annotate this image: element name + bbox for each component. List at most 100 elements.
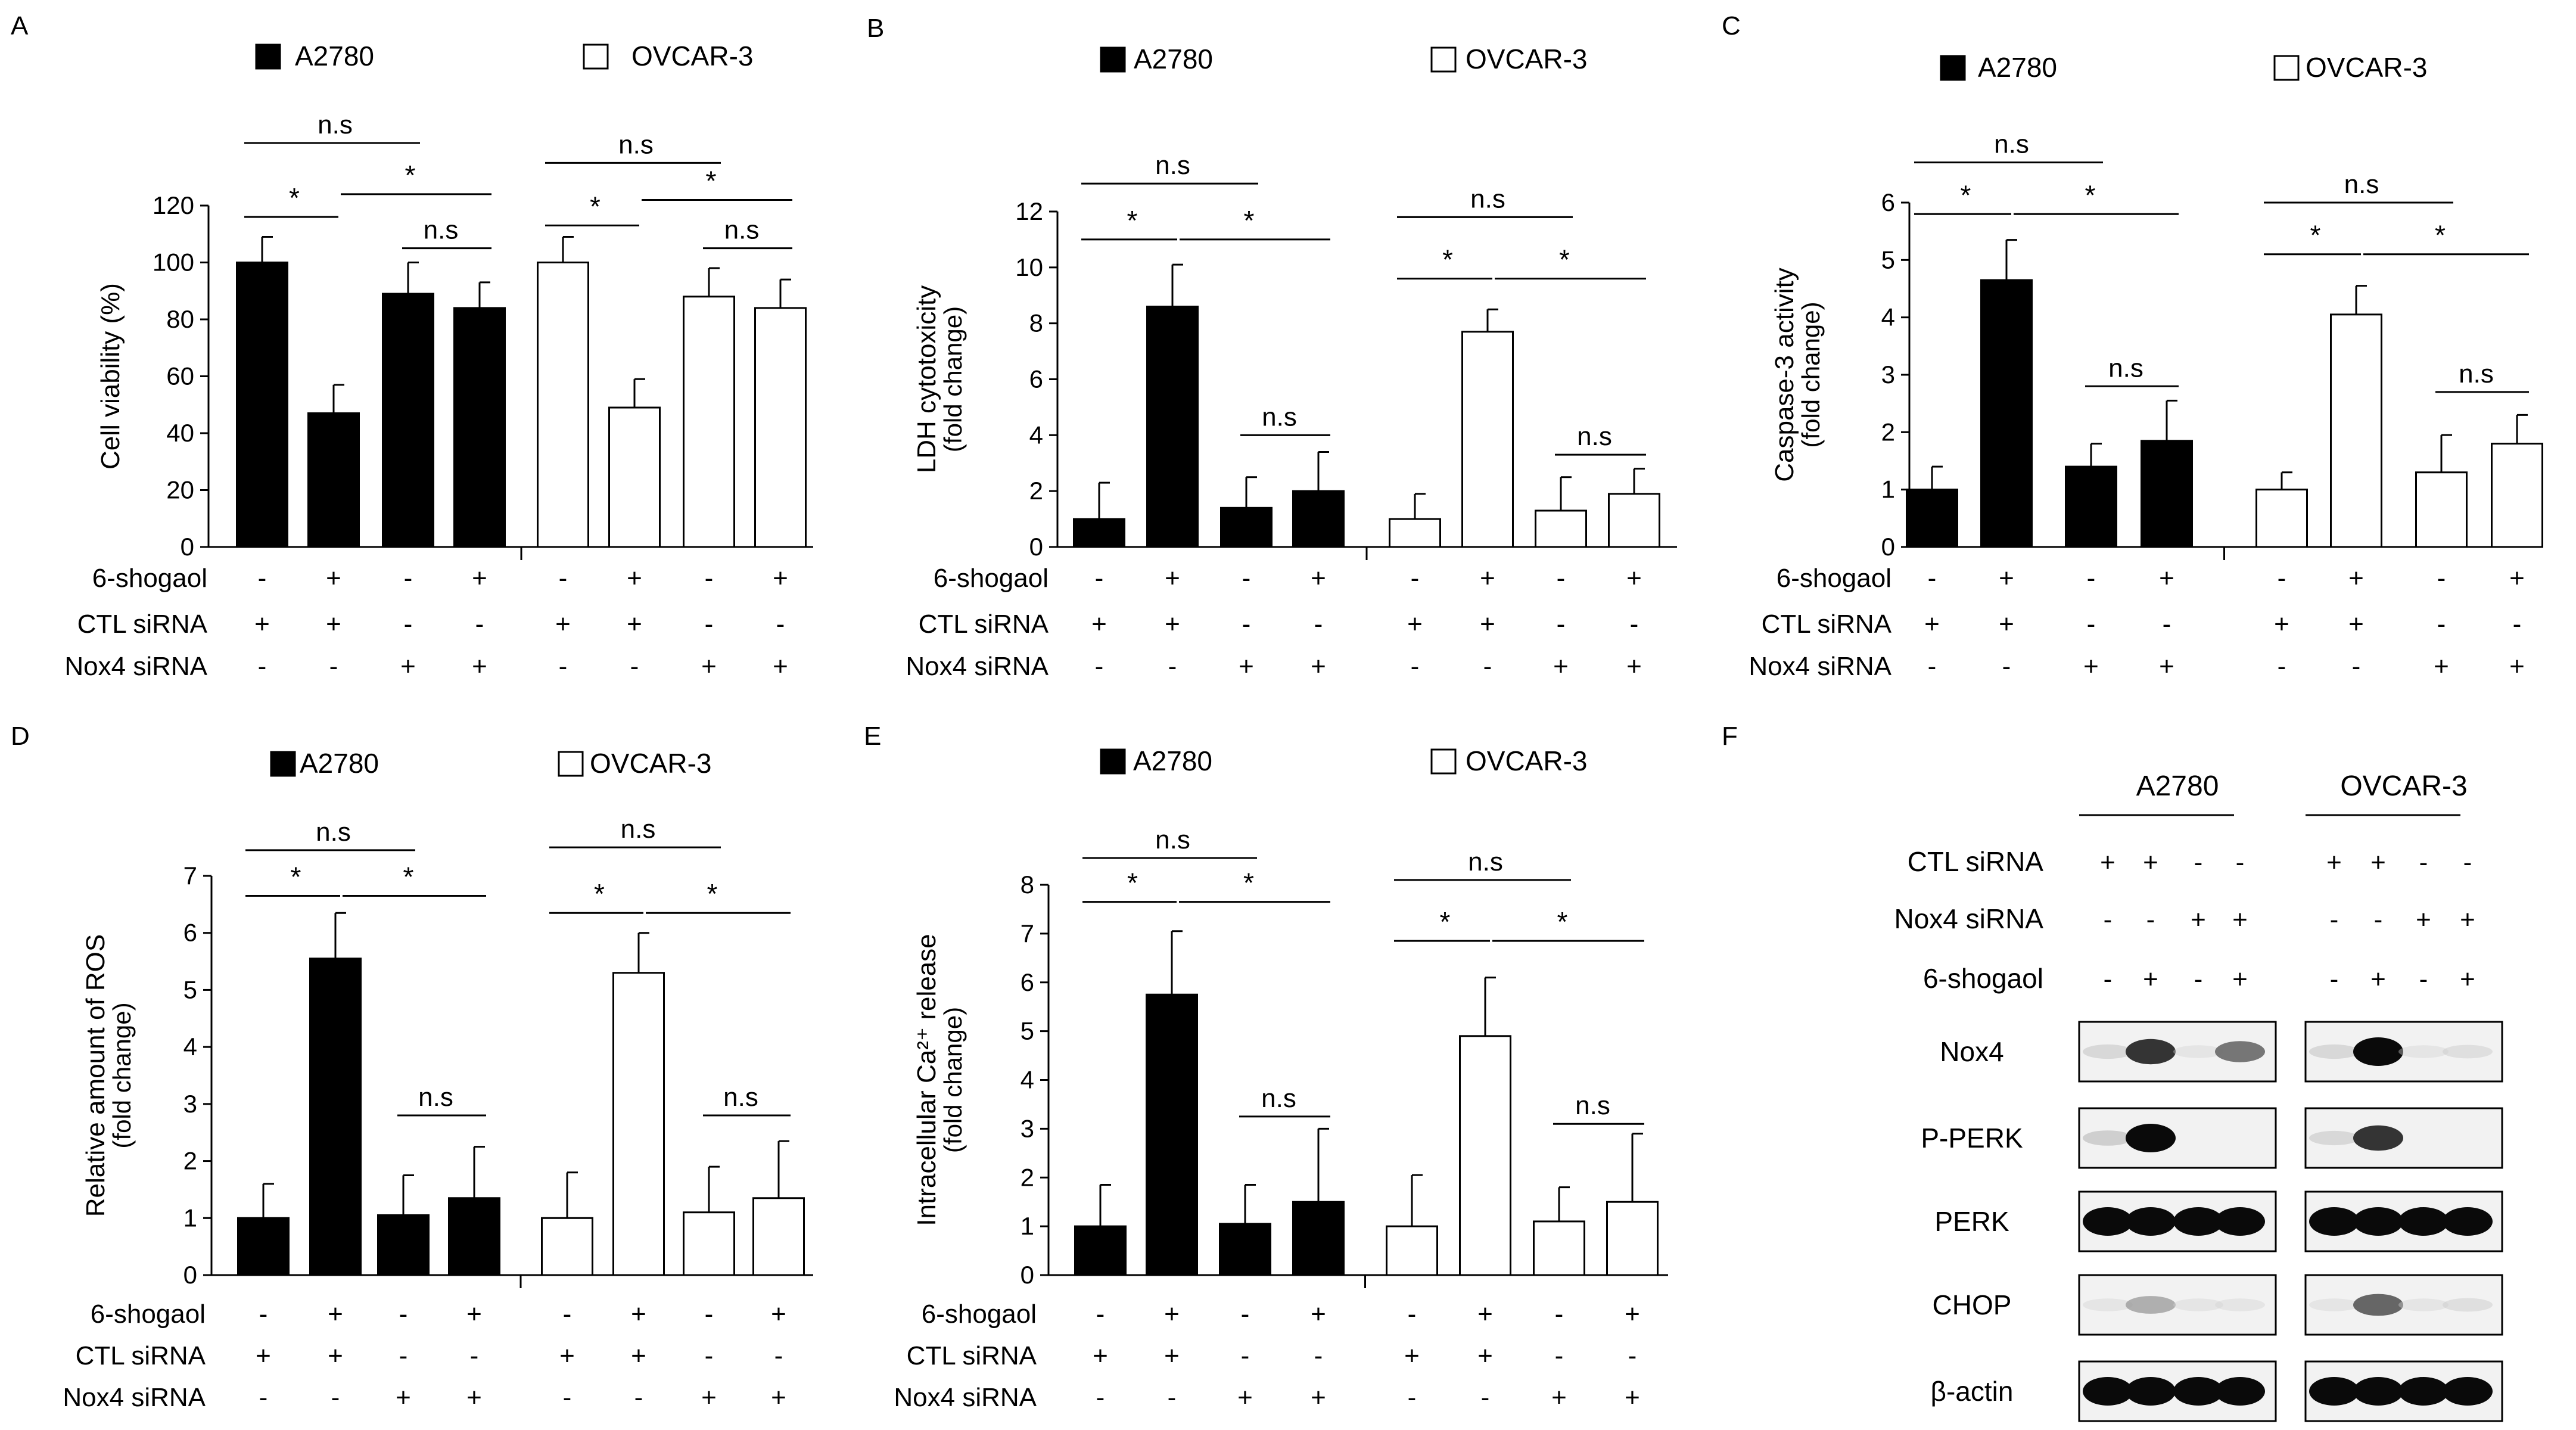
legend-label-ovcar3: OVCAR-3 xyxy=(1466,43,1587,74)
y-tick-label: 8 xyxy=(1021,871,1034,899)
significance-label: n.s xyxy=(1470,184,1505,213)
blot-box xyxy=(2304,1274,2503,1336)
blot-band xyxy=(2443,1207,2493,1236)
significance-label: n.s xyxy=(316,817,351,847)
y-tick-label: 100 xyxy=(153,248,194,276)
y-tick-label: 3 xyxy=(1021,1114,1034,1142)
treatment-sign: + xyxy=(1237,1383,1253,1412)
treatment-sign: - xyxy=(776,610,785,639)
treatment-sign: - xyxy=(331,1383,340,1412)
significance-label: * xyxy=(1244,205,1255,236)
treatment-sign: + xyxy=(1626,564,1642,593)
bar-a2780 xyxy=(1146,993,1198,1276)
blot-label: P-PERK xyxy=(1921,1123,2023,1154)
y-tick-label: 80 xyxy=(166,305,194,333)
y-axis-label: Relative amount of ROS xyxy=(81,934,110,1217)
bar-ovcar3 xyxy=(683,1211,735,1276)
treatment-sign: - xyxy=(2437,564,2446,593)
bar-ovcar3 xyxy=(537,262,589,548)
treatment-sign: - xyxy=(1241,1341,1250,1370)
treatment-sign: - xyxy=(1411,564,1420,593)
treatment-sign: - xyxy=(2352,652,2361,681)
legend-swatch-a2780 xyxy=(270,751,296,777)
significance-label: n.s xyxy=(2108,353,2143,383)
y-tick-label: 6 xyxy=(1881,188,1895,216)
y-tick-label: 5 xyxy=(1881,245,1895,273)
significance-label: * xyxy=(1557,906,1568,937)
significance-label: n.s xyxy=(1994,130,2029,159)
treatment-sign: - xyxy=(559,652,568,681)
western-sign: + xyxy=(2460,965,2475,994)
significance-label: * xyxy=(594,878,605,909)
treatment-sign: - xyxy=(1630,610,1639,639)
treatment-sign: + xyxy=(256,1341,271,1370)
western-sign: + xyxy=(2232,965,2248,994)
treatment-sign: + xyxy=(396,1383,411,1412)
western-row-label: Nox4 siRNA xyxy=(1894,903,2043,934)
treatment-row-label: Nox4 siRNA xyxy=(1749,652,1891,681)
bar-ovcar3 xyxy=(541,1217,593,1276)
bar-a2780 xyxy=(1220,506,1273,548)
treatment-sign: + xyxy=(1999,564,2014,593)
bar-a2780 xyxy=(448,1197,500,1276)
treatment-sign: - xyxy=(1168,652,1177,681)
bar-ovcar3 xyxy=(1608,493,1660,548)
treatment-row-label: 6-shogaol xyxy=(1777,564,1891,593)
treatment-sign: - xyxy=(2163,610,2171,639)
western-sign: + xyxy=(2370,848,2386,877)
y-tick-label: 4 xyxy=(1021,1066,1034,1094)
blot-label: Nox4 xyxy=(1940,1036,2003,1067)
significance-label: * xyxy=(1243,868,1254,899)
treatment-sign: + xyxy=(472,652,487,681)
legend-label-ovcar3: OVCAR-3 xyxy=(2306,52,2427,83)
treatment-sign: + xyxy=(1924,610,1940,639)
western-row-label: 6-shogaol xyxy=(1923,963,2043,994)
y-tick-label: 0 xyxy=(1029,533,1043,561)
treatment-sign: - xyxy=(2437,610,2446,639)
y-tick-label: 6 xyxy=(183,919,197,947)
western-group-label: OVCAR-3 xyxy=(2340,770,2467,802)
treatment-sign: + xyxy=(328,1300,343,1329)
y-tick-label: 0 xyxy=(1021,1261,1034,1289)
treatment-sign: - xyxy=(1928,652,1937,681)
treatment-sign: + xyxy=(701,1383,717,1412)
treatment-sign: - xyxy=(1242,564,1251,593)
bar-a2780 xyxy=(236,262,288,548)
treatment-sign: - xyxy=(1411,652,1420,681)
treatment-sign: + xyxy=(2274,610,2289,639)
bar-a2780 xyxy=(1073,518,1125,548)
blot-box xyxy=(2078,1274,2277,1336)
significance-label: n.s xyxy=(318,110,353,139)
y-tick-label: 2 xyxy=(183,1147,197,1175)
blot-band xyxy=(2398,1045,2449,1058)
y-tick-label: 20 xyxy=(166,476,194,504)
bar-a2780 xyxy=(382,293,434,548)
significance-label: n.s xyxy=(418,1083,453,1112)
blot-band xyxy=(2215,1207,2265,1236)
y-tick-label: 3 xyxy=(1881,360,1895,388)
panel-letter: C xyxy=(1722,11,1741,41)
treatment-row-label: Nox4 siRNA xyxy=(63,1383,206,1412)
blot-band xyxy=(2443,1298,2493,1312)
treatment-sign: + xyxy=(1091,610,1107,639)
y-tick-label: 7 xyxy=(1021,919,1034,947)
bar-ovcar3 xyxy=(1533,1220,1585,1276)
bar-ovcar3 xyxy=(754,307,807,548)
blot-band xyxy=(2443,1044,2493,1059)
legend-label-a2780: A2780 xyxy=(1133,745,1212,776)
panel-letter: A xyxy=(11,11,29,41)
treatment-row-label: CTL siRNA xyxy=(919,610,1049,639)
treatment-sign: + xyxy=(701,652,717,681)
treatment-sign: + xyxy=(466,1383,482,1412)
treatment-sign: - xyxy=(1481,1383,1490,1412)
panel-letter: E xyxy=(864,722,881,751)
y-axis-label: Caspase-3 activity xyxy=(1770,268,1799,481)
bar-ovcar3 xyxy=(683,296,735,548)
treatment-row-label: 6-shogaol xyxy=(934,564,1049,593)
y-tick-label: 0 xyxy=(183,1261,197,1289)
y-tick-label: 12 xyxy=(1015,197,1043,225)
blot-band xyxy=(2309,1298,2359,1311)
treatment-sign: + xyxy=(400,652,416,681)
y-tick-label: 3 xyxy=(183,1090,197,1118)
